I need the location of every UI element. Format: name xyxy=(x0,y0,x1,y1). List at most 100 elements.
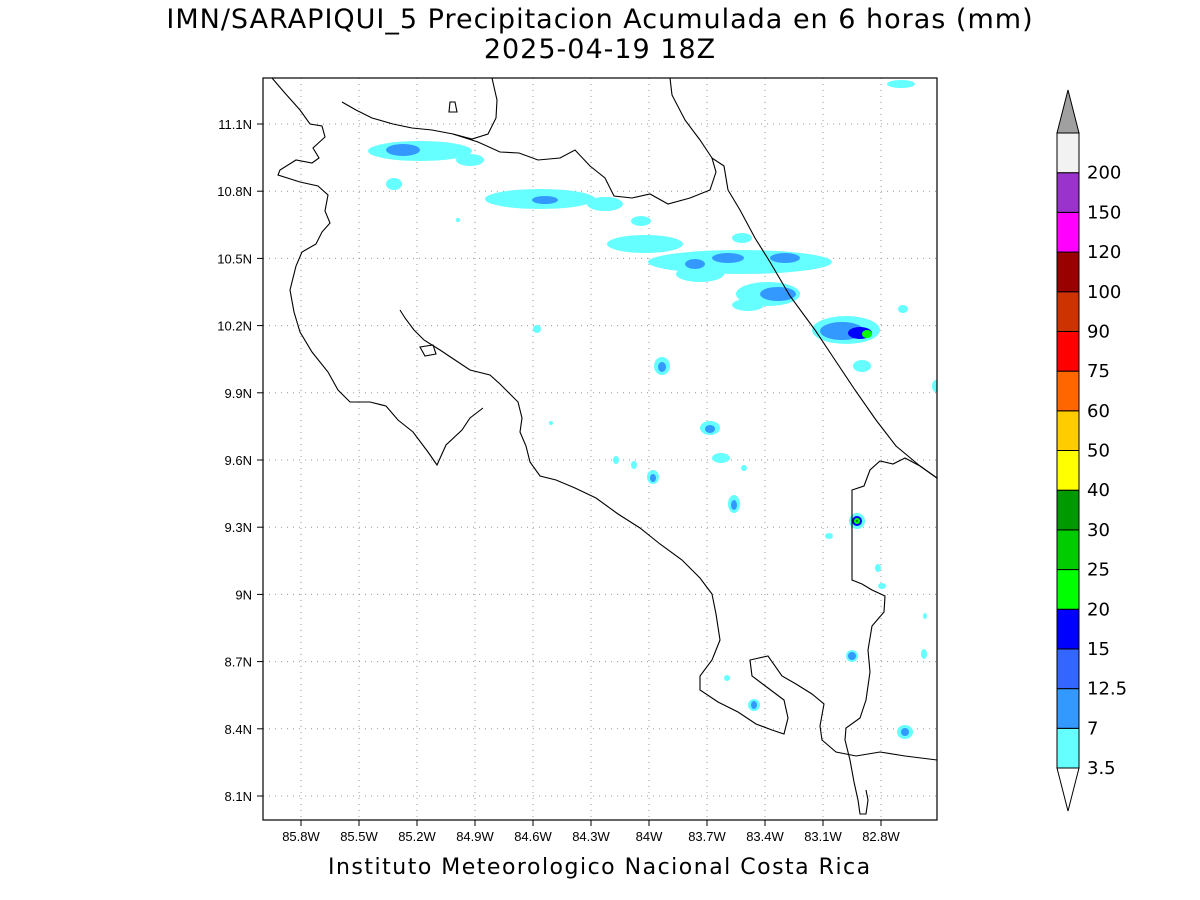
rain-cell xyxy=(731,500,737,510)
colorbar-swatch xyxy=(1056,211,1080,253)
longitude-axis: 85.8W 85.5W 85.2W 84.9W 84.6W 84.3W 84W 83.7W 83… xyxy=(282,820,901,844)
colorbar-under-triangle xyxy=(1056,767,1080,812)
colorbar-label: 150 xyxy=(1087,202,1121,223)
rain-cell xyxy=(607,235,683,253)
pacific-coast xyxy=(399,309,937,761)
rain-cell xyxy=(901,728,909,736)
rain-cell xyxy=(676,266,724,282)
rain-cell xyxy=(631,216,651,226)
latitude-axis: 11.1N 10.8N 10.5N 10.2N 9.9N 9.6N 9.3N 9N 8.7N 8.… xyxy=(217,117,263,804)
rain-cell xyxy=(741,465,747,471)
lat-tick-label: 11.1N xyxy=(218,117,252,132)
lon-tick-label: 83.4W xyxy=(746,829,784,844)
colorbar-label: 15 xyxy=(1087,639,1110,660)
colorbar-swatch xyxy=(1056,648,1080,690)
colorbar-label: 40 xyxy=(1087,480,1110,501)
rain-cell xyxy=(456,218,460,222)
colorbar-swatch xyxy=(1056,450,1080,491)
colorbar-swatch xyxy=(1056,330,1080,372)
rain-cell xyxy=(760,287,796,301)
lat-tick-label: 10.2N xyxy=(217,319,252,334)
plot-frame xyxy=(262,77,938,821)
lake-islet xyxy=(448,101,458,113)
rain-cell xyxy=(848,652,856,660)
colorbar-swatch xyxy=(1056,132,1080,174)
rain-cell xyxy=(932,380,937,392)
rain-cell xyxy=(855,519,859,523)
precipitation-field xyxy=(368,80,937,739)
colorbar-label: 12.5 xyxy=(1087,679,1127,700)
rain-cell xyxy=(456,154,484,166)
lon-tick-label: 83.1W xyxy=(804,829,842,844)
colorbar-swatch xyxy=(1056,727,1080,769)
lake-nicaragua-shore xyxy=(341,78,498,140)
lat-tick-label: 9.3N xyxy=(225,520,252,535)
rain-cell xyxy=(898,305,908,313)
rain-cell xyxy=(648,250,832,274)
lat-tick-label: 8.1N xyxy=(225,789,252,804)
lon-tick-label: 84.6W xyxy=(514,829,552,844)
colorbar-label: 60 xyxy=(1087,401,1110,422)
colorbar-swatch xyxy=(1056,251,1080,293)
lat-tick-label: 10.8N xyxy=(217,184,252,199)
colorbar: 3.5 7 12.5 15 20 25 30 40 50 60 75 90 100 120 150 200 xyxy=(1056,89,1127,812)
lat-tick-label: 9.9N xyxy=(225,386,252,401)
colorbar-label: 120 xyxy=(1087,242,1121,263)
rain-cell xyxy=(853,360,871,372)
rain-cell xyxy=(631,461,637,469)
rain-cell xyxy=(921,649,927,659)
lon-tick-label: 83.7W xyxy=(688,829,726,844)
rain-cell xyxy=(613,456,619,464)
rain-cell xyxy=(650,474,656,482)
rain-cell xyxy=(724,675,730,681)
colorbar-swatch xyxy=(1056,172,1080,213)
rain-cell xyxy=(923,613,927,619)
nicoya-gulf-island xyxy=(419,344,437,357)
colorbar-label: 90 xyxy=(1087,321,1110,342)
caribbean-coast xyxy=(669,78,937,479)
lon-tick-label: 84W xyxy=(636,829,663,844)
lat-tick-label: 10.5N xyxy=(217,251,252,266)
panama-border xyxy=(844,457,937,815)
nicaragua-lake-coast xyxy=(271,78,484,467)
colorbar-label: 25 xyxy=(1087,560,1110,581)
colorbar-swatch xyxy=(1056,529,1080,571)
rain-cell xyxy=(685,259,705,269)
rain-cell xyxy=(712,453,730,463)
lon-tick-label: 85.5W xyxy=(340,829,378,844)
colorbar-label: 75 xyxy=(1087,361,1110,382)
lat-tick-label: 8.4N xyxy=(225,722,252,737)
rain-cell xyxy=(875,564,881,572)
rain-cell xyxy=(770,253,800,263)
colorbar-label: 30 xyxy=(1087,520,1110,541)
rain-cell xyxy=(658,362,666,372)
colorbar-over-triangle xyxy=(1056,89,1080,134)
grid-lines xyxy=(263,78,937,820)
rain-cell xyxy=(887,80,915,88)
map-subtitle: 2025-04-19 18Z xyxy=(483,34,717,65)
rain-cell xyxy=(705,425,715,433)
colorbar-swatch xyxy=(1056,608,1080,650)
coastlines xyxy=(271,78,937,815)
colorbar-swatch xyxy=(1056,569,1080,610)
colorbar-swatch xyxy=(1056,291,1080,332)
lon-tick-label: 85.2W xyxy=(398,829,436,844)
lon-tick-label: 84.9W xyxy=(456,829,494,844)
rain-cell xyxy=(878,583,886,589)
rain-cell xyxy=(751,701,757,709)
colorbar-label: 50 xyxy=(1087,441,1110,462)
rain-cell xyxy=(533,325,541,333)
colorbar-label: 3.5 xyxy=(1087,758,1116,779)
colorbar-label: 20 xyxy=(1087,599,1110,620)
nicaragua-border xyxy=(452,133,729,205)
lon-tick-label: 84.3W xyxy=(572,829,610,844)
rain-cell xyxy=(712,253,744,263)
map-title: IMN/SARAPIQUI_5 Precipitacion Acumulada … xyxy=(166,4,1034,35)
colorbar-swatch xyxy=(1056,688,1080,729)
lon-tick-label: 85.8W xyxy=(282,829,320,844)
rain-cell xyxy=(386,144,420,156)
rain-cell xyxy=(386,178,402,190)
footer-credit: Instituto Meteorologico Nacional Costa R… xyxy=(328,855,872,880)
colorbar-swatch xyxy=(1056,489,1080,531)
lon-tick-label: 82.8W xyxy=(862,829,900,844)
